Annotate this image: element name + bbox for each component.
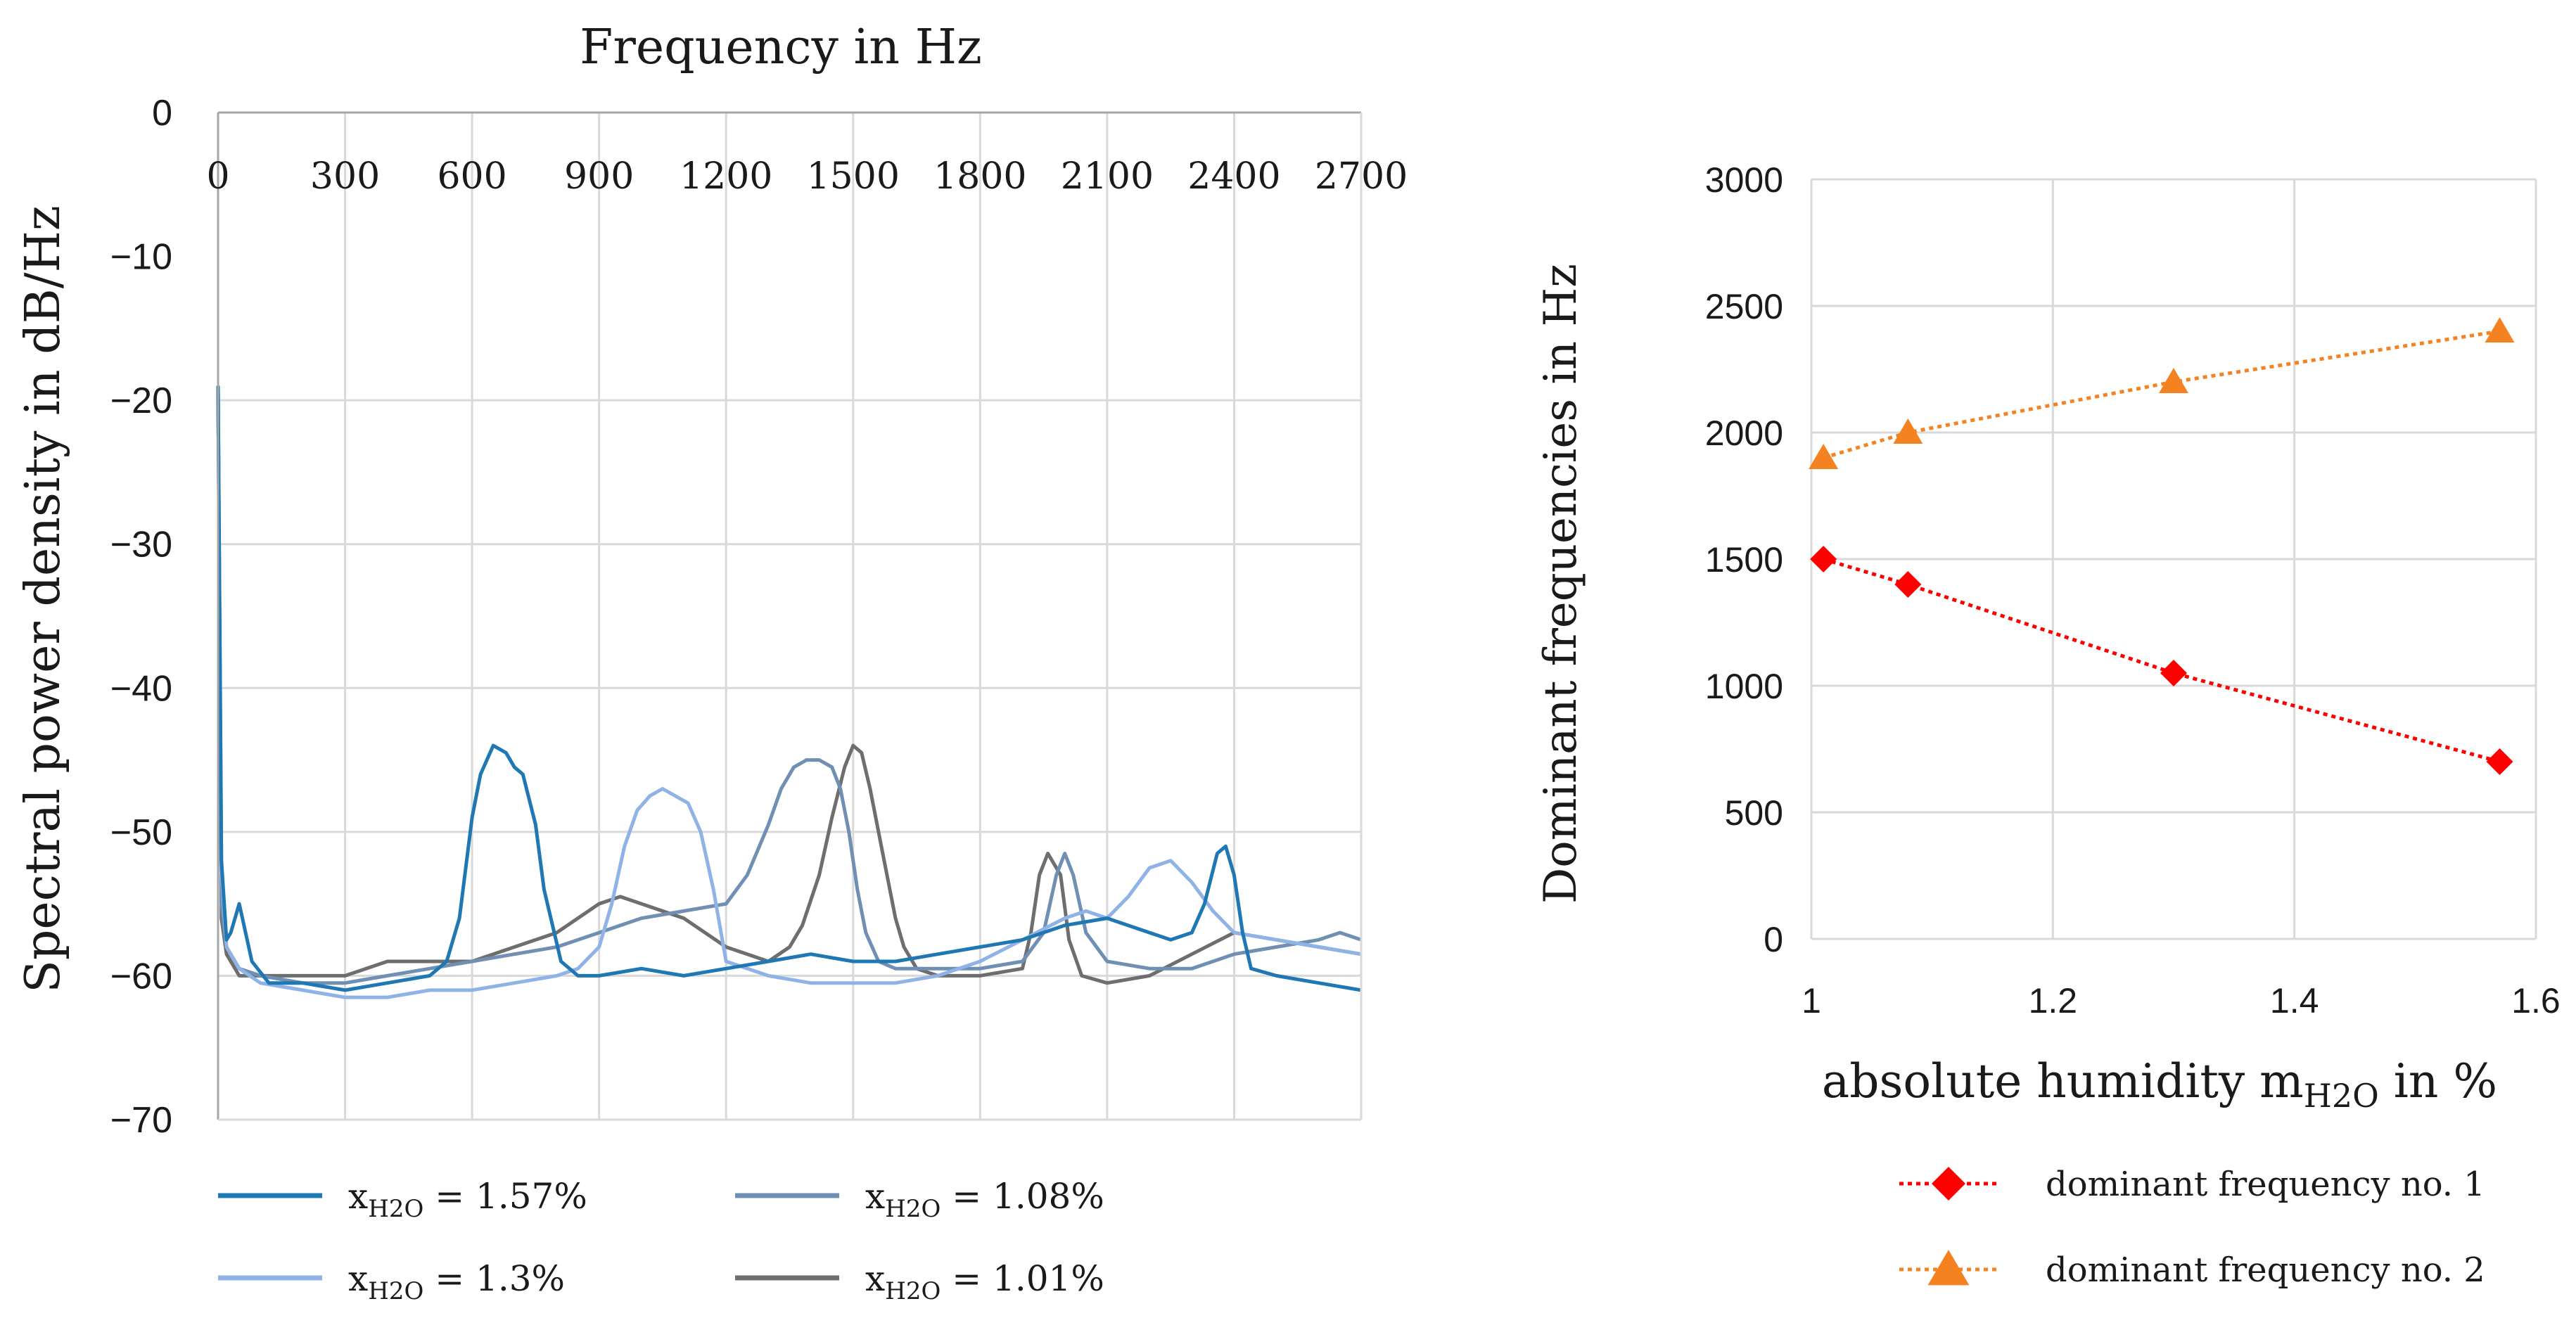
data-point-dom1: [2486, 748, 2513, 775]
right-x-axis-label-main: absolute humidity m: [1822, 1054, 2304, 1108]
right-y-tick-label: 0: [1764, 920, 1783, 959]
left-y-tick-label: −60: [110, 956, 172, 997]
right-x-axis-label: absolute humidity mH2O in %: [1822, 1054, 2497, 1115]
left-x-tick-label: 1800: [933, 155, 1026, 198]
legend-label-main: x: [865, 1176, 885, 1217]
right-legend: dominant frequency no. 1 dominant frequen…: [1899, 1165, 2485, 1290]
legend-label-rest: = 1.57%: [423, 1176, 587, 1217]
left-x-tick-label: 0: [206, 155, 229, 198]
legend-label-sub: H2O: [368, 1195, 423, 1223]
right-y-tick-label: 1500: [1705, 540, 1783, 580]
data-point-dom2: [1809, 444, 1839, 469]
legend-label-rest: = 1.3%: [423, 1258, 565, 1299]
legend-label-sub: H2O: [368, 1277, 423, 1305]
left-x-tick-label: 1200: [680, 155, 772, 198]
dominant-frequency-chart: 1 1.2 1.4 1.6 0 500 1000 1500 2000 2500 3000 Domin…: [1535, 160, 2561, 1290]
right-y-tick-label: 500: [1725, 793, 1783, 833]
right-x-tick-label: 1: [1802, 981, 1821, 1020]
legend-label-main: x: [348, 1176, 368, 1217]
left-y-tick-label: −70: [110, 1100, 172, 1141]
legend-label-main: x: [865, 1258, 885, 1299]
data-point-dom1: [2160, 660, 2187, 686]
legend-label-s101: xH2O = 1.01%: [865, 1258, 1104, 1305]
series-line-s108: [216, 385, 1362, 985]
data-point-dom2: [1893, 418, 1923, 444]
left-y-tick-label: −40: [110, 668, 172, 709]
legend-label-s108: xH2O = 1.08%: [865, 1176, 1104, 1223]
left-x-tick-label: 900: [564, 155, 634, 198]
left-legend: xH2O = 1.57% xH2O = 1.08%xH2O = 1.3% xH2O …: [218, 1176, 1104, 1305]
right-y-tick-label: 2500: [1705, 287, 1783, 326]
left-y-tick-label: −30: [110, 525, 172, 565]
right-y-tick-label: 1000: [1705, 667, 1783, 706]
data-point-dom1: [1894, 571, 1922, 598]
series-line-s101: [216, 385, 1362, 985]
data-point-dom2: [2485, 317, 2515, 343]
left-y-tick-label: −20: [110, 380, 172, 421]
legend-label-sub: H2O: [885, 1277, 941, 1305]
left-chart-title: Frequency in Hz: [580, 20, 982, 75]
left-grid: [218, 113, 1363, 1121]
right-y-tick-label: 3000: [1705, 160, 1783, 200]
legend-label-sub: H2O: [885, 1195, 941, 1223]
left-tick-labels: 0 300 600 900 1200 1500 1800 2100 2400 2700 0 −10 −2…: [110, 93, 1408, 1141]
left-axes: [217, 111, 1363, 1121]
left-y-tick-label: −50: [110, 812, 172, 853]
right-x-tick-label: 1.6: [2511, 981, 2561, 1020]
series-line-s157: [216, 385, 1362, 992]
legend-label-dom2: dominant frequency no. 2: [2046, 1250, 2485, 1290]
right-series-group: [1809, 317, 2515, 775]
right-x-axis-label-rest: in %: [2379, 1054, 2497, 1108]
right-x-tick-label: 1.2: [2029, 981, 2078, 1020]
legend-label-s157: xH2O = 1.57%: [348, 1176, 587, 1223]
left-x-tick-label: 2700: [1315, 155, 1408, 198]
left-x-tick-label: 2400: [1187, 155, 1280, 198]
series-line-dom2: [1823, 329, 2500, 460]
legend-label-dom1: dominant frequency no. 1: [2046, 1165, 2485, 1204]
left-x-tick-label: 2100: [1061, 155, 1154, 198]
spectral-density-chart: 0 300 600 900 1200 1500 1800 2100 2400 2700 0 −10 −2…: [15, 20, 1408, 1305]
legend-label-rest: = 1.01%: [941, 1258, 1104, 1299]
right-x-axis-label-sub: H2O: [2304, 1077, 2379, 1115]
left-series-group: [216, 385, 1362, 999]
data-point-dom2: [2159, 368, 2188, 393]
left-x-tick-label: 300: [310, 155, 380, 198]
left-y-tick-label: 0: [152, 93, 172, 134]
right-x-tick-label: 1.4: [2270, 981, 2319, 1020]
left-y-tick-label: −10: [110, 237, 172, 278]
left-x-tick-label: 600: [437, 155, 506, 198]
left-y-axis-label: Spectral power density in dB/Hz: [15, 205, 71, 992]
right-y-axis-label: Dominant frequencies in Hz: [1535, 264, 1587, 904]
legend-label-main: x: [348, 1258, 368, 1299]
legend-marker-dom2: [1927, 1250, 1970, 1286]
legend-marker-dom1: [1932, 1167, 1965, 1201]
series-line-s130: [216, 385, 1362, 999]
left-x-tick-label: 1500: [807, 155, 900, 198]
right-y-tick-label: 2000: [1705, 414, 1783, 453]
legend-label-rest: = 1.08%: [941, 1176, 1104, 1217]
right-tick-labels: 1 1.2 1.4 1.6 0 500 1000 1500 2000 2500 3000: [1705, 160, 2561, 1020]
series-line-dom1: [1823, 557, 2501, 764]
data-point-dom1: [1810, 546, 1837, 572]
legend-label-s130: xH2O = 1.3%: [348, 1258, 565, 1305]
